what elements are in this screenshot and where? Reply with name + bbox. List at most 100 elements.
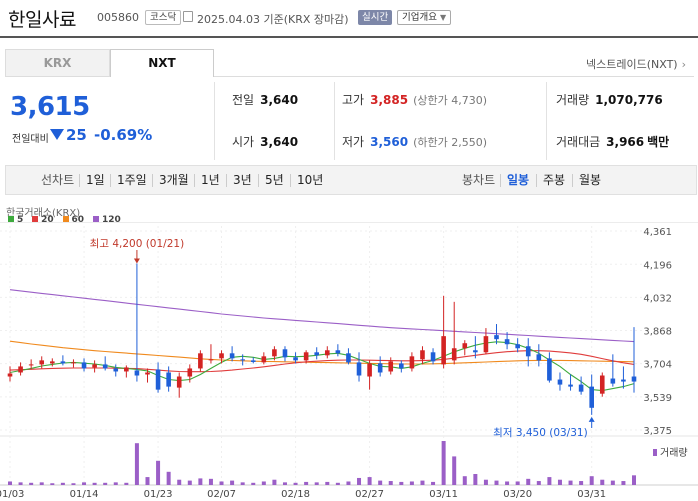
min-annotation: 최저 3,450 (03/31)	[493, 427, 588, 439]
volume-bar	[272, 479, 277, 485]
volume-bar	[230, 480, 235, 485]
toolbar-divider	[194, 174, 195, 187]
x-tick-label: 01/14	[70, 489, 99, 500]
tab-divider	[214, 76, 694, 77]
volume-bar	[526, 478, 531, 485]
legend-swatch	[32, 216, 39, 222]
volume-bar	[71, 483, 76, 485]
stat-value: 3,966	[606, 135, 645, 149]
volume-bar	[145, 477, 150, 485]
y-tick-label: 4,196	[643, 260, 672, 271]
period-1w[interactable]: 1주일	[117, 173, 147, 187]
candle-body	[71, 362, 76, 364]
volume-bar	[420, 480, 425, 485]
tab-nxt[interactable]: NXT	[110, 49, 214, 77]
volume-bar	[632, 475, 636, 485]
candlestick-chart[interactable]: 4,361 4,196 4,032 3,868 3,704 3,539 3,375 01/03…	[0, 222, 698, 501]
ma60-line	[9, 340, 635, 365]
x-tick-label: 03/11	[429, 489, 458, 500]
y-tick-label: 3,539	[643, 393, 672, 404]
legend-label: 60	[71, 215, 85, 225]
upper-limit-label: (상한가	[413, 94, 448, 107]
legend-label: 20	[41, 215, 54, 225]
candle-body	[272, 349, 277, 357]
y-tick-label: 3,375	[643, 426, 672, 437]
candle-body	[494, 335, 499, 340]
stat-low: 저가 3,560 (하한가 2,550)	[342, 133, 487, 150]
lower-limit-label: (하한가	[413, 136, 448, 149]
x-tick-label: 01/23	[144, 489, 173, 500]
candle-body	[155, 369, 161, 390]
toolbar-divider	[500, 174, 501, 187]
volume-bar	[536, 481, 541, 485]
candle-monthly[interactable]: 월봉	[579, 173, 602, 187]
volume-bar	[610, 480, 615, 485]
stat-label: 시가	[232, 135, 255, 149]
period-1y[interactable]: 1년	[201, 173, 220, 187]
volume-bar	[177, 479, 182, 485]
volume-bar	[505, 481, 510, 485]
tab-krx[interactable]: KRX	[5, 49, 110, 77]
y-tick-label: 3,704	[643, 360, 672, 371]
volume-bar	[515, 481, 520, 485]
volume-bar	[600, 479, 605, 485]
period-10y[interactable]: 10년	[297, 173, 324, 187]
candle-body	[102, 364, 108, 369]
stat-label: 전일	[232, 93, 255, 107]
nextrade-link[interactable]: 넥스트레이드(NXT) ›	[586, 56, 686, 72]
stat-label: 거래대금	[556, 135, 601, 149]
company-overview-button[interactable]: 기업개요 ▼	[397, 10, 452, 25]
volume-bar	[261, 481, 266, 485]
volume-bar	[399, 481, 404, 485]
volume-bar	[346, 481, 351, 485]
volume-bar	[335, 482, 340, 485]
candle-body	[134, 370, 140, 376]
volume-bar	[240, 482, 245, 485]
ma-legend: 5 20 60 120	[8, 215, 127, 225]
x-tick-label: 02/27	[355, 489, 384, 500]
legend-label: 120	[101, 215, 121, 225]
period-1d[interactable]: 1일	[86, 173, 105, 187]
volume-bar	[314, 482, 319, 485]
volume-bar	[367, 477, 372, 485]
toolbar-divider	[258, 174, 259, 187]
volume-bar	[29, 482, 34, 485]
current-price: 3,615	[10, 92, 90, 122]
period-3m[interactable]: 3개월	[159, 173, 189, 187]
stat-label: 거래량	[556, 93, 590, 107]
volume-bar	[473, 474, 478, 485]
x-tick-label: 02/07	[207, 489, 236, 500]
stat-open: 시가 3,640	[232, 133, 298, 150]
change-label: 전일대비	[12, 134, 49, 145]
candle-body	[377, 363, 383, 373]
volume-bar	[18, 482, 23, 485]
candle-body	[441, 336, 446, 365]
realtime-badge[interactable]: 실시간	[358, 10, 393, 25]
volume-bar	[166, 471, 171, 485]
down-triangle-icon	[50, 129, 64, 140]
candle-body	[409, 356, 415, 369]
candle-daily[interactable]: 일봉	[507, 173, 530, 187]
candle-body	[568, 384, 573, 387]
candle-weekly[interactable]: 주봉	[543, 173, 566, 187]
volume-bar	[92, 482, 97, 485]
max-annotation: 최고 4,200 (01/21)	[90, 238, 185, 250]
line-chart-label[interactable]: 선차트	[41, 173, 75, 187]
volume-bar	[251, 482, 256, 485]
lower-limit: (하한가 2,550)	[413, 136, 487, 149]
legend-ma5: 5	[8, 215, 23, 225]
stats-divider	[546, 82, 547, 160]
candle-body	[399, 363, 404, 369]
candle-body	[525, 346, 531, 357]
lower-limit-value: 2,550)	[451, 136, 488, 149]
candle-body	[208, 359, 214, 361]
x-tick-label: 02/18	[281, 489, 310, 500]
candle-chart-label[interactable]: 봉차트	[462, 173, 496, 187]
period-3y[interactable]: 3년	[233, 173, 252, 187]
legend-swatch	[62, 216, 69, 222]
period-5y[interactable]: 5년	[265, 173, 284, 187]
upper-limit-value: 4,730)	[451, 94, 488, 107]
candle-body	[557, 379, 563, 385]
chevron-down-icon: ▼	[439, 13, 447, 22]
volume-bar	[557, 479, 562, 485]
